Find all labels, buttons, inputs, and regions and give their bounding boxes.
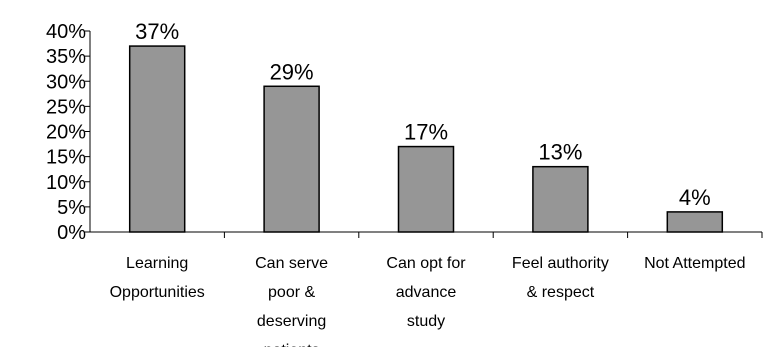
category-label-line: Learning [126,255,188,272]
data-label: 37% [135,19,179,44]
bars [128,45,724,233]
category-label-line: advance [396,284,457,301]
y-tick-label: 5% [57,197,86,219]
y-tick-label: 10% [46,172,86,194]
data-label: 29% [270,59,314,84]
y-tick-label: 35% [46,46,86,68]
data-labels: 37% 29% 17% 13% 4% [135,19,711,210]
bar [397,145,455,233]
category-label-line: Can serve [255,255,328,272]
category-label: Learning Opportunities [110,255,205,301]
category-label-line: poor & [268,284,315,301]
x-axis [90,231,763,238]
y-tick-label: 15% [46,147,86,169]
bar [666,211,724,233]
category-label: Not Attempted [644,255,745,272]
category-label-line: patients [264,342,320,347]
data-label: 13% [538,140,582,165]
category-label: Can serve poor & deserving patients [255,255,328,347]
data-label: 4% [679,185,711,210]
data-label: 17% [404,120,448,145]
category-label-line: Feel authority [512,255,609,272]
category-label-line: Can opt for [386,255,466,272]
bar [263,85,320,233]
y-tick-label: 20% [46,122,86,144]
category-label: Feel authority & respect [512,255,609,301]
category-label-line: Not Attempted [644,255,745,272]
y-tick-label: 40% [46,21,86,43]
y-tick-label: 30% [46,71,86,93]
category-label-line: & respect [527,284,595,301]
category-label: Can opt for advance study [386,255,466,330]
y-tick-label: 0% [57,222,86,244]
bar [128,45,186,233]
y-tick-label: 25% [46,96,86,118]
category-label-line: Opportunities [110,284,205,301]
category-label-line: study [407,313,445,330]
bar [532,165,589,233]
y-axis: 0% 5% 10% 15% 20% 25% 30% 35% 40% [46,21,91,244]
category-label-line: deserving [257,313,326,330]
category-labels: Learning Opportunities Can serve poor & dese… [110,255,746,347]
